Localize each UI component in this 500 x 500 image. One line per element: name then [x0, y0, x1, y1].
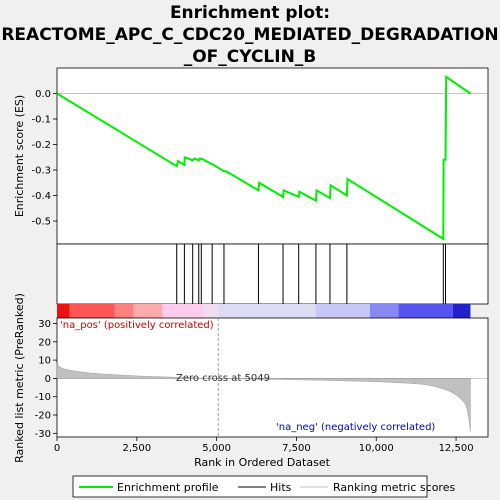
metric-y-tick-label: 30 [38, 319, 51, 330]
legend-label-hits: Hits [270, 481, 292, 494]
neg-correlated-label: 'na_neg' (negatively correlated) [276, 422, 435, 433]
metric-y-tick-label: -20 [35, 411, 51, 422]
es-y-tick-label: -0.3 [31, 166, 51, 177]
hit-lines [176, 244, 447, 304]
color-bar-segment [452, 304, 471, 318]
chart-title-line-1: Enrichment plot: [170, 3, 330, 23]
x-tick-label: 12,500 [439, 443, 474, 454]
chart-title-line-3: _OF_CYCLIN_B [184, 47, 317, 67]
rank-color-bar [57, 304, 471, 318]
hits-panel [56, 243, 489, 305]
es-y-tick-label: -0.2 [31, 140, 51, 151]
metric-y-tick-label: 20 [38, 337, 51, 348]
color-bar-segment [162, 304, 204, 318]
color-bar-segment [218, 304, 316, 318]
es-y-tick-label: -0.4 [31, 191, 51, 202]
legend-label-enrichment: Enrichment profile [117, 481, 219, 494]
color-bar-segment [133, 304, 163, 318]
enrichment-profile-line [56, 75, 471, 241]
metric-area-group [56, 318, 488, 437]
es-y-tick-label: 0.0 [35, 89, 51, 100]
color-bar-segment [398, 304, 453, 318]
zero-cross-label: Zero cross at 5049 [176, 373, 270, 384]
x-axis-label: Rank in Ordered Dataset [194, 456, 331, 469]
legend-label-ranking: Ranking metric scores [333, 481, 455, 494]
es-panel [56, 67, 489, 245]
x-ticks: 0 2,500 5,000 7,500 10,000 12,500 [54, 437, 474, 454]
color-bar-segment [369, 304, 399, 318]
es-y-tick-label: -0.5 [31, 217, 51, 228]
ranking-metric-area [56, 363, 471, 432]
metric-y-axis-label: Ranked list metric (PreRanked) [13, 293, 26, 463]
color-bar-segment [69, 304, 115, 318]
es-y-ticks: 0.0 -0.1 -0.2 -0.3 -0.4 -0.5 [31, 89, 57, 228]
es-y-axis-label: Enrichment score (ES) [13, 95, 26, 217]
x-tick-label: 5,000 [202, 443, 231, 454]
color-bar-segment [203, 304, 219, 318]
es-line-group [56, 75, 471, 241]
x-tick-label: 7,500 [282, 443, 311, 454]
x-tick-label: 0 [54, 443, 60, 454]
color-bar-segment [57, 304, 70, 318]
metric-y-tick-label: -30 [35, 429, 51, 440]
chart-title-line-2: REACTOME_APC_C_CDC20_MEDIATED_DEGRADATIO… [1, 25, 498, 45]
metric-y-tick-label: 10 [38, 356, 51, 367]
x-tick-label: 10,000 [359, 443, 394, 454]
es-y-tick-label: -0.1 [31, 115, 51, 126]
pos-correlated-label: 'na_pos' (positively correlated) [60, 320, 214, 331]
metric-y-ticks: 30 20 10 0 -10 -20 -30 [35, 319, 57, 440]
color-bar-segment [114, 304, 134, 318]
x-tick-label: 2,500 [122, 443, 151, 454]
color-bar-segment [315, 304, 370, 318]
metric-y-tick-label: -10 [35, 392, 51, 403]
metric-y-tick-label: 0 [45, 374, 51, 385]
